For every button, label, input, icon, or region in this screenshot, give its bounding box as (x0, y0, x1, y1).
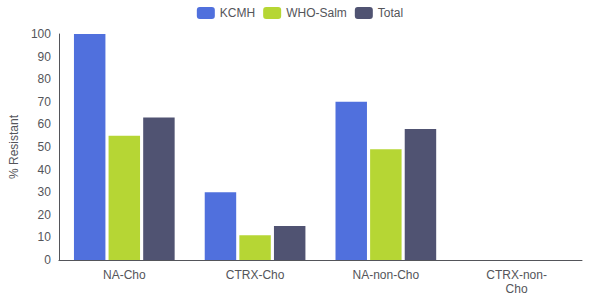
svg-text:90: 90 (38, 50, 52, 64)
svg-text:% Resistant: % Resistant (7, 114, 21, 179)
svg-text:CTRX-non-: CTRX-non- (486, 268, 547, 282)
svg-text:Cho: Cho (506, 282, 528, 296)
svg-text:0: 0 (44, 253, 51, 267)
svg-text:NA-non-Cho: NA-non-Cho (352, 268, 419, 282)
svg-text:80: 80 (38, 72, 52, 86)
svg-text:KCMH: KCMH (220, 6, 255, 20)
svg-text:40: 40 (38, 163, 52, 177)
svg-text:10: 10 (38, 230, 52, 244)
svg-text:Total: Total (378, 6, 403, 20)
svg-text:100: 100 (31, 27, 51, 41)
svg-text:70: 70 (38, 95, 52, 109)
svg-text:20: 20 (38, 208, 52, 222)
svg-text:50: 50 (38, 140, 52, 154)
svg-text:CTRX-Cho: CTRX-Cho (226, 268, 285, 282)
svg-text:NA-Cho: NA-Cho (103, 268, 146, 282)
svg-text:WHO-Salm: WHO-Salm (286, 6, 347, 20)
svg-text:30: 30 (38, 185, 52, 199)
svg-text:60: 60 (38, 117, 52, 131)
